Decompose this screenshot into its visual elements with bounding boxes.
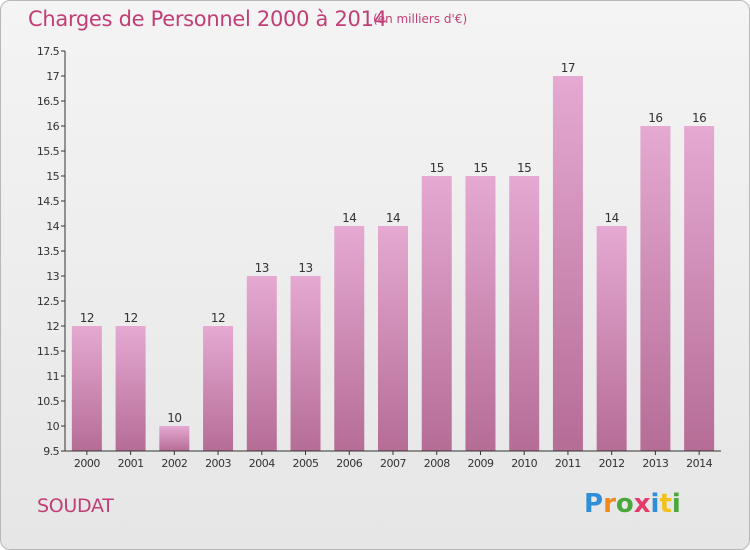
data-label-2000: 12 [80,311,94,325]
bar-2012 [596,226,627,451]
bar-2001 [115,326,146,451]
bars [71,76,715,451]
bar-2009 [465,176,496,451]
x-tick-label-2014: 2014 [686,457,712,470]
x-tick-label-2003: 2003 [205,457,231,470]
bar-2008 [421,176,452,451]
proxiti-logo: Proxiti [584,489,681,519]
y-tick-label: 17 [46,70,59,83]
y-tick-label: 17.5 [37,45,60,58]
data-label-2002: 10 [167,411,181,425]
x-tick-label-2005: 2005 [293,457,319,470]
x-tick-label-2008: 2008 [424,457,450,470]
data-label-2003: 12 [211,311,225,325]
x-axis-ticks: 2000 2001 2002 2003 2004 2005 2006 2007 2008 2009… [74,451,713,470]
logo-letter: t [659,489,672,519]
bar-2013 [640,126,671,451]
logo-letter: r [603,489,616,519]
chart-title: Charges de Personnel 2000 à 2014 [28,7,387,31]
data-label-2012: 14 [605,211,619,225]
data-label-2001: 12 [123,311,137,325]
logo-letter: o [615,489,634,519]
bar-2006 [334,226,365,451]
data-label-2009: 15 [473,161,487,175]
x-tick-label-2006: 2006 [336,457,362,470]
logo-letter: i [671,489,681,519]
x-tick-label-2013: 2013 [642,457,668,470]
y-tick-label: 15.5 [37,145,60,158]
y-tick-label: 16 [46,120,59,133]
x-tick-label-2010: 2010 [511,457,537,470]
data-label-2010: 15 [517,161,531,175]
y-tick-label: 12 [46,320,59,333]
x-tick-label-2011: 2011 [555,457,581,470]
bar-2002 [159,426,190,451]
data-label-2007: 14 [386,211,400,225]
data-label-2005: 13 [298,261,312,275]
y-tick-label: 15 [46,170,59,183]
y-axis-ticks: 9.5 10 10.5 11 11.5 12 12.5 13 13.5 14 14.5 15 15.5 1… [37,45,65,458]
logo-letter: i [650,489,660,519]
data-label-2014: 16 [692,111,706,125]
x-tick-label-2000: 2000 [74,457,100,470]
bar-2003 [203,326,234,451]
bar-2005 [290,276,321,451]
bar-2007 [378,226,408,451]
y-tick-label: 14 [46,220,59,233]
bar-2014 [684,126,715,451]
x-tick-label-2009: 2009 [467,457,493,470]
chart-subtitle: (en milliers d'€) [373,12,468,26]
y-tick-label: 14.5 [37,195,60,208]
y-tick-label: 9.5 [43,445,59,458]
logo-letter: x [633,489,651,519]
y-tick-label: 10 [46,420,59,433]
y-tick-label: 11.5 [37,345,60,358]
data-label-2004: 13 [255,261,269,275]
y-tick-label: 10.5 [37,395,60,408]
y-tick-label: 16.5 [37,95,60,108]
y-tick-label: 13 [46,270,59,283]
y-tick-label: 12.5 [37,295,60,308]
x-tick-label-2002: 2002 [161,457,187,470]
x-tick-label-2001: 2001 [118,457,144,470]
bar-2010 [509,176,540,451]
data-label-2011: 17 [561,61,575,75]
y-tick-label: 11 [46,370,59,383]
commune-name: SOUDAT [37,495,114,517]
data-labels: 12 12 10 12 13 13 14 14 15 15 15 17 14 16 16 [80,61,707,425]
y-tick-label: 13.5 [37,245,60,258]
x-tick-label-2007: 2007 [380,457,406,470]
x-tick-label-2004: 2004 [249,457,275,470]
logo-letter: P [584,489,604,519]
bar-2004 [246,276,277,451]
bar-2011 [552,76,583,451]
bar-2000 [71,326,102,451]
data-label-2008: 15 [430,161,444,175]
x-tick-label-2012: 2012 [599,457,625,470]
data-label-2006: 14 [342,211,356,225]
data-label-2013: 16 [648,111,662,125]
